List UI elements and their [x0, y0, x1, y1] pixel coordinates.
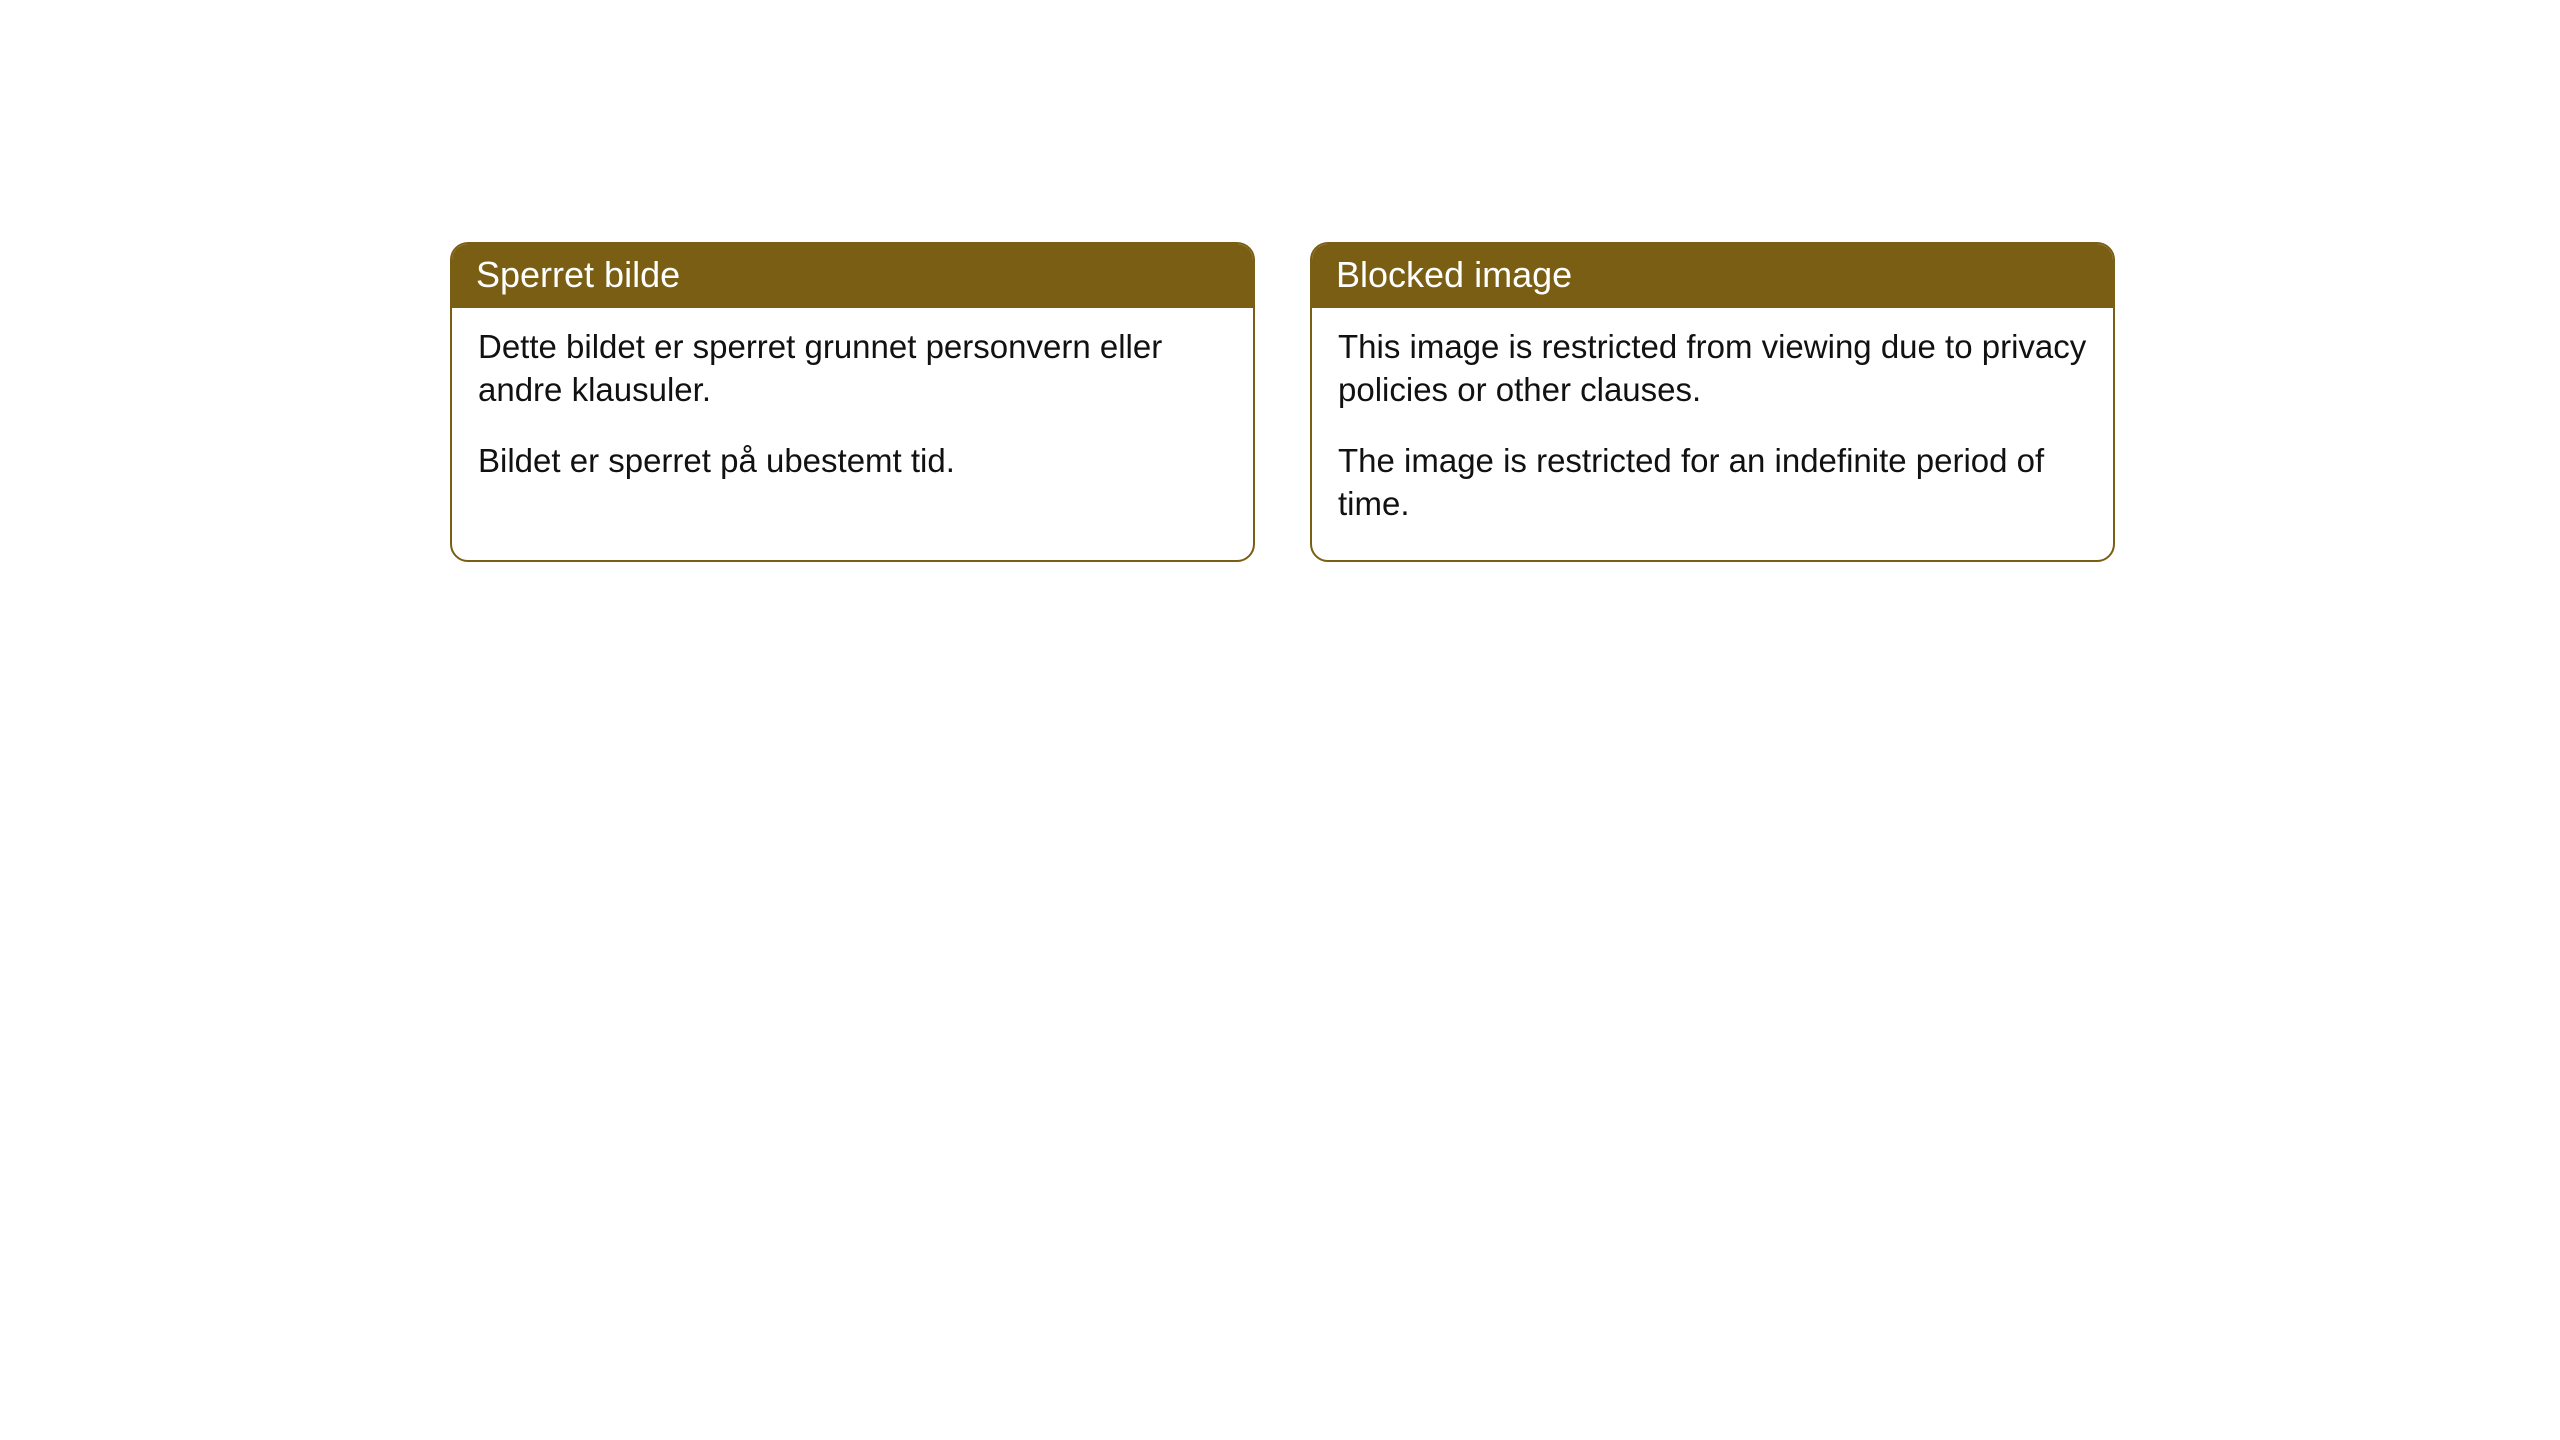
notice-card-norwegian: Sperret bilde Dette bildet er sperret gr…: [450, 242, 1255, 562]
notice-header-norwegian: Sperret bilde: [452, 244, 1253, 308]
notice-text-norwegian-1: Dette bildet er sperret grunnet personve…: [478, 326, 1227, 412]
notice-text-english-2: The image is restricted for an indefinit…: [1338, 440, 2087, 526]
notice-text-norwegian-2: Bildet er sperret på ubestemt tid.: [478, 440, 1227, 483]
notice-header-english: Blocked image: [1312, 244, 2113, 308]
notice-container: Sperret bilde Dette bildet er sperret gr…: [0, 0, 2560, 562]
notice-body-english: This image is restricted from viewing du…: [1312, 308, 2113, 560]
notice-card-english: Blocked image This image is restricted f…: [1310, 242, 2115, 562]
notice-text-english-1: This image is restricted from viewing du…: [1338, 326, 2087, 412]
notice-body-norwegian: Dette bildet er sperret grunnet personve…: [452, 308, 1253, 517]
